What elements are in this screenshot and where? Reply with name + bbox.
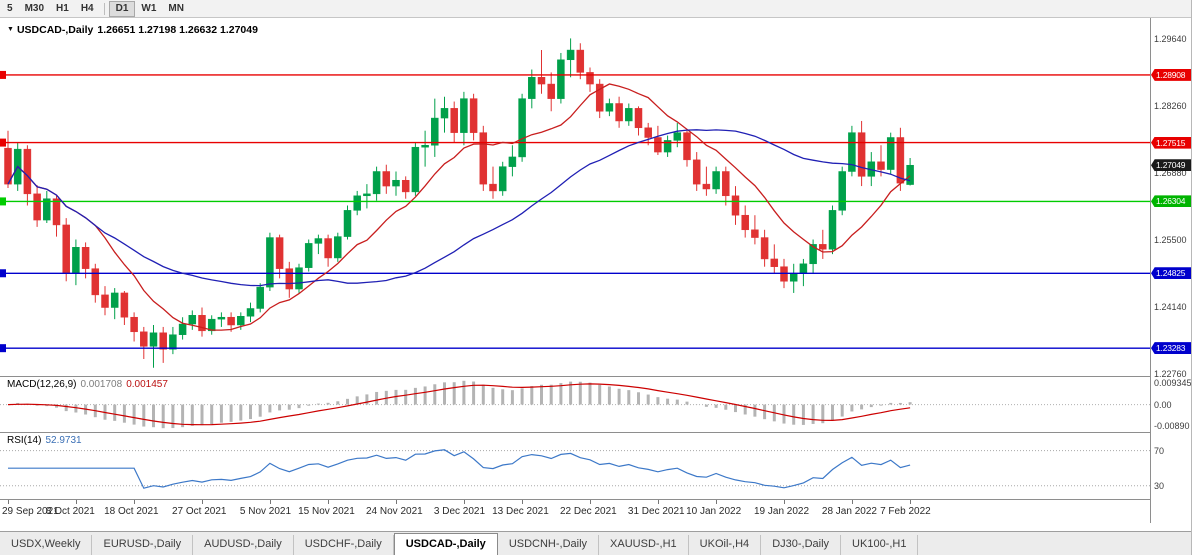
time-tick [328,500,330,504]
price-tick: 1.25500 [1154,235,1187,246]
timeframe-button-h1[interactable]: H1 [56,2,69,14]
time-label: 22 Dec 2021 [560,506,617,517]
rsi-panel-canvas[interactable] [0,433,1150,499]
time-tick [269,500,271,504]
time-label: 15 Nov 2021 [298,506,355,517]
price-axis[interactable]: 1.29640 1.28260 1.26880 1.25500 1.24140 1.227… [1151,18,1192,523]
macd-label: MACD(12,26,9) 0.001708 0.001457 [7,379,168,390]
time-label: 8 Oct 2021 [45,506,95,517]
timeframe-button-m30[interactable]: M30 [24,2,45,14]
chart-tab[interactable]: USDCNH-,Daily [497,535,600,555]
rsi-level-30: 30 [1154,480,1165,491]
time-tick [657,500,659,504]
price-tag: 1.24825 [1151,267,1191,280]
chart-tab-bar: USDX,Weekly EURUSD-,Daily AUDUSD-,Daily USD… [0,531,1191,555]
time-tick [910,500,912,504]
rsi-level-70: 70 [1154,445,1165,456]
price-tick: 1.24140 [1154,301,1187,312]
timeframe-button-d1[interactable]: D1 [108,0,136,17]
time-tick [463,500,465,504]
price-tick: 1.29640 [1154,34,1187,45]
panel-separator [0,499,1191,500]
time-tick [202,500,203,504]
macd-name: MACD(12,26,9) [7,379,77,390]
time-label: 27 Oct 2021 [172,506,227,517]
macd-signal-value: 0.001457 [126,379,168,390]
time-tick [522,500,524,504]
chart-tab[interactable]: EURUSD-,Daily [92,535,194,555]
timeframe-toolbar: 5 M30 H1 H4 D1 W1 MN [0,0,1191,18]
chart-tab[interactable]: USDX,Weekly [0,535,93,555]
time-tick [716,500,718,504]
price-chart-canvas[interactable] [0,18,1150,376]
price-tag: 1.27515 [1151,136,1191,149]
axis-separator [1150,18,1151,523]
time-label: 7 Feb 2022 [880,506,931,517]
time-tick [396,500,397,504]
chart-tab[interactable]: USDCAD-,Daily [393,533,498,555]
time-label: 5 Nov 2021 [239,506,292,517]
macd-axis-max: 0.009345 [1154,378,1192,388]
chart-marker-icon: ▼ [7,26,14,33]
time-label: 10 Jan 2022 [686,506,742,517]
toolbar-separator [103,2,105,15]
timeframe-button-w1[interactable]: W1 [141,2,157,14]
time-tick [8,500,9,504]
time-label: 13 Dec 2021 [492,506,549,517]
timeframe-button-5[interactable]: 5 [7,2,13,14]
chart-tab[interactable]: UKOil-,H4 [688,535,762,555]
rsi-value: 52.9731 [45,435,82,446]
price-tick: 1.28260 [1154,101,1187,112]
chart-title: ▼ USDCAD-,Daily 1.26651 1.27198 1.26632 1.… [7,24,258,36]
panel-separator[interactable] [0,432,1191,433]
price-tag: 1.26304 [1151,195,1191,208]
chart-tab[interactable]: AUDUSD-,Daily [193,535,294,555]
price-tag: 1.27049 [1151,159,1191,172]
chart-tab[interactable]: USDCHF-,Daily [293,535,394,555]
chart-symbol-label: USDCAD-,Daily [16,24,94,36]
macd-axis-zero: 0.00 [1154,399,1172,410]
price-tag: 1.28908 [1151,68,1191,81]
timeframe-button-h4[interactable]: H4 [80,2,94,14]
time-tick [134,500,136,504]
time-tick [75,500,77,504]
chart-tab[interactable]: UK100-,H1 [841,535,919,555]
price-tick: 1.26880 [1154,168,1187,179]
rsi-label: RSI(14) 52.9731 [7,435,82,446]
macd-axis-min: -0.00890 [1154,421,1190,431]
time-label: 31 Dec 2021 [627,506,685,517]
time-label: 28 Jan 2022 [821,506,877,517]
chart-ohlc-values: 1.26651 1.27198 1.26632 1.27049 [97,24,258,36]
time-tick [784,500,785,504]
macd-panel-canvas[interactable] [0,377,1150,432]
chart-tab[interactable]: DJ30-,Daily [761,535,842,555]
time-label: 19 Jan 2022 [754,506,810,517]
timeframe-button-mn[interactable]: MN [168,2,184,14]
price-tick: 1.22760 [1154,368,1187,379]
time-label: 18 Oct 2021 [104,506,159,517]
time-label: 24 Nov 2021 [366,506,423,517]
time-label: 29 Sep 2021 [2,506,59,517]
time-label: 3 Dec 2021 [433,506,486,517]
time-tick [590,500,591,504]
time-tick [851,500,853,504]
rsi-name: RSI(14) [7,435,42,446]
price-tag: 1.23283 [1151,342,1191,355]
time-axis[interactable]: 29 Sep 2021 8 Oct 2021 18 Oct 2021 27 Oct 2… [0,500,1150,523]
chart-tab[interactable]: XAUUSD-,H1 [599,535,689,555]
panel-separator[interactable] [0,376,1191,377]
macd-main-value: 0.001708 [80,379,123,390]
